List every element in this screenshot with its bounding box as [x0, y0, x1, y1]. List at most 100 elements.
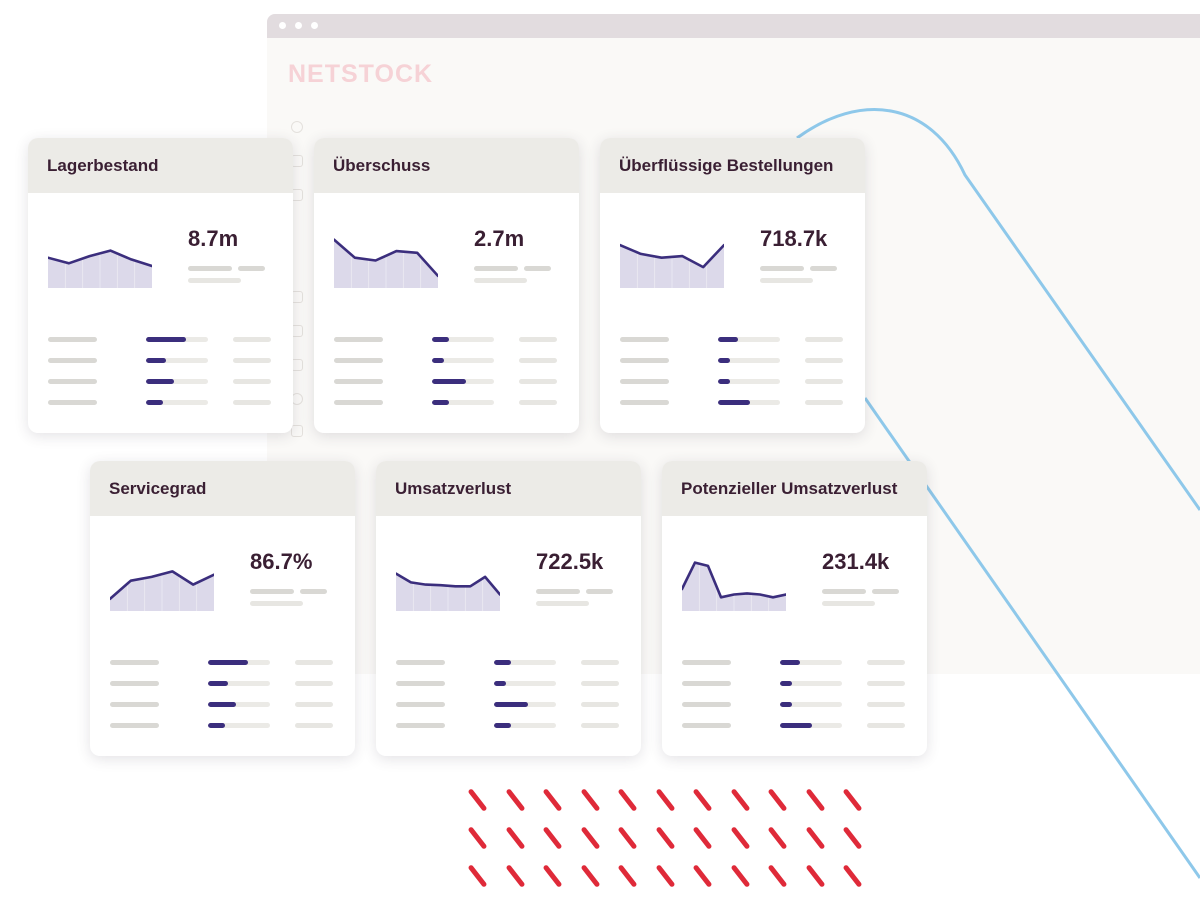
row-value-placeholder: [519, 337, 557, 342]
placeholder-line: [188, 278, 241, 283]
progress-bar: [146, 358, 208, 363]
row-label-placeholder: [110, 681, 159, 686]
progress-bar: [208, 702, 270, 707]
kpi-value: 722.5k: [536, 549, 604, 574]
progress-bar: [718, 358, 780, 363]
kpi-card[interactable]: Servicegrad 86.7%: [90, 461, 355, 756]
kpi-card[interactable]: Umsatzverlust 722.5k: [376, 461, 641, 756]
progress-bar: [432, 379, 494, 384]
sparkline-area: [48, 250, 152, 288]
red-dash: [467, 788, 488, 812]
progress-bar-fill: [718, 379, 731, 384]
row-label-placeholder: [110, 660, 159, 665]
decorative-dash-pattern: [455, 785, 875, 895]
placeholder-line: [760, 278, 813, 283]
kpi-card[interactable]: Lagerbestand 8.7m: [28, 138, 293, 433]
red-dash: [542, 864, 563, 888]
red-dash: [842, 788, 863, 812]
row-label-placeholder: [48, 337, 97, 342]
progress-bar: [208, 660, 270, 665]
progress-bar: [494, 681, 556, 686]
row-label-placeholder: [682, 660, 731, 665]
row-label-placeholder: [682, 681, 731, 686]
red-dash: [692, 826, 713, 850]
row-label-placeholder: [620, 379, 669, 384]
brand-logo: NETSTOCK: [288, 60, 434, 88]
row-label-placeholder: [682, 702, 731, 707]
row-value-placeholder: [805, 358, 843, 363]
progress-bar-fill: [494, 660, 511, 665]
red-dash: [467, 826, 488, 850]
card-title: Überschuss: [333, 155, 431, 175]
red-dash: [767, 788, 788, 812]
circle-icon[interactable]: [291, 121, 303, 133]
progress-bar: [718, 379, 780, 384]
card-title: Überflüssige Bestellungen: [619, 155, 834, 175]
progress-bar: [494, 660, 556, 665]
sparkline-line: [396, 572, 500, 596]
row-label-placeholder: [334, 379, 383, 384]
row-value-placeholder: [233, 400, 271, 405]
progress-bar-fill: [432, 358, 445, 363]
window-dot-icon: [295, 22, 302, 29]
red-dash: [617, 788, 638, 812]
red-dash: [617, 864, 638, 888]
progress-bar: [780, 702, 842, 707]
progress-bar-fill: [208, 681, 229, 686]
placeholder-line: [586, 589, 613, 594]
row-value-placeholder: [519, 358, 557, 363]
progress-bar: [718, 337, 780, 342]
sparkline-chart: [110, 556, 214, 611]
card-title: Umsatzverlust: [395, 478, 512, 498]
placeholder-line: [536, 589, 580, 594]
red-dash: [767, 864, 788, 888]
red-dash: [505, 788, 525, 812]
row-value-placeholder: [805, 337, 843, 342]
sparkline-chart: [48, 233, 152, 288]
window-dot-icon: [311, 22, 318, 29]
kpi-value: 86.7%: [250, 549, 313, 574]
progress-bar-fill: [718, 337, 739, 342]
progress-bar-fill: [718, 358, 731, 363]
row-value-placeholder: [295, 660, 333, 665]
placeholder-line: [250, 601, 303, 606]
row-label-placeholder: [110, 723, 159, 728]
placeholder-line: [300, 589, 327, 594]
progress-bar-fill: [780, 723, 813, 728]
sparkline-chart: [620, 233, 724, 288]
kpi-value: 718.7k: [760, 226, 828, 251]
placeholder-line: [188, 266, 232, 271]
progress-bar: [146, 337, 208, 342]
row-value-placeholder: [805, 379, 843, 384]
row-label-placeholder: [48, 358, 97, 363]
row-label-placeholder: [110, 702, 159, 707]
square-icon[interactable]: [291, 425, 303, 437]
progress-bar-fill: [718, 400, 751, 405]
card-title: Lagerbestand: [47, 155, 159, 175]
progress-bar: [718, 400, 780, 405]
progress-bar: [208, 723, 270, 728]
progress-bar-fill: [432, 400, 449, 405]
progress-bar-fill: [780, 702, 793, 707]
row-label-placeholder: [396, 660, 445, 665]
row-value-placeholder: [867, 723, 905, 728]
red-dash: [542, 826, 563, 850]
progress-bar-fill: [494, 702, 529, 707]
row-value-placeholder: [867, 702, 905, 707]
red-dash: [842, 826, 863, 850]
progress-bar: [208, 681, 270, 686]
placeholder-line: [250, 589, 294, 594]
kpi-value: 231.4k: [822, 549, 890, 574]
kpi-card[interactable]: Überflüssige Bestellungen 718.7k: [600, 138, 865, 433]
kpi-card[interactable]: Überschuss 2.7m: [314, 138, 579, 433]
row-value-placeholder: [519, 379, 557, 384]
row-value-placeholder: [581, 681, 619, 686]
progress-bar: [432, 337, 494, 342]
placeholder-line: [524, 266, 551, 271]
sparkline-chart: [396, 556, 500, 611]
red-dash: [580, 826, 600, 850]
progress-bar: [780, 660, 842, 665]
red-dash: [805, 788, 825, 812]
kpi-card[interactable]: Potenzieller Umsatzverlust 231.4k: [662, 461, 927, 756]
